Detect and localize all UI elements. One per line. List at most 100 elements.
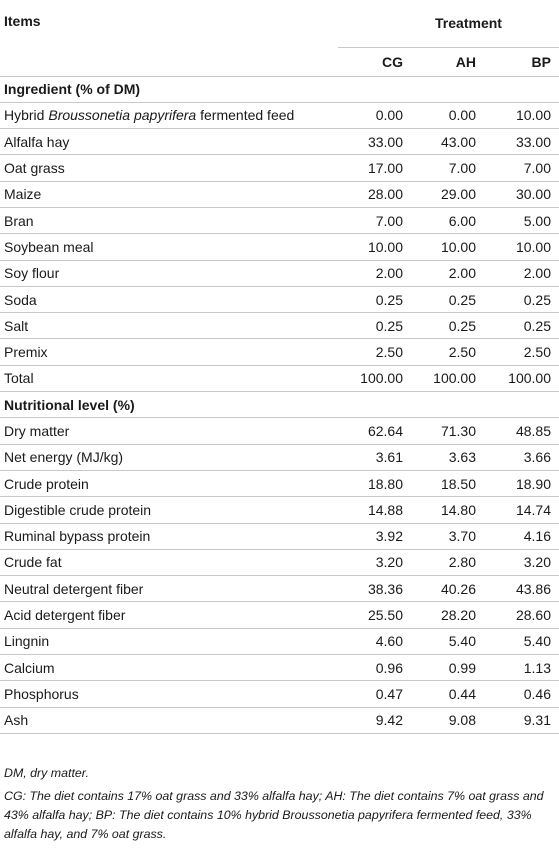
cell-cg: 33.00 <box>338 128 411 156</box>
table-row: Hybrid Broussonetia papyrifera fermented… <box>0 102 559 130</box>
cell-cg: 2.00 <box>338 260 411 287</box>
cell-bp: 30.00 <box>484 181 559 208</box>
table-row: Soda 0.25 0.25 0.25 <box>0 286 559 314</box>
cell-bp: 7.00 <box>484 154 559 182</box>
cell-ah: 9.08 <box>411 707 484 734</box>
cell-ah: 3.63 <box>411 444 484 471</box>
table-row: Calcium 0.96 0.99 1.13 <box>0 654 559 682</box>
row-label: Total <box>0 365 338 393</box>
table-header-row: Items Treatment <box>0 0 559 48</box>
footnote-group-definitions: CG: The diet contains 17% oat grass and … <box>4 787 552 844</box>
cell-cg: 0.25 <box>338 286 411 314</box>
cell-bp: 10.00 <box>484 102 559 130</box>
table-row: Digestible crude protein 14.88 14.80 14.74 <box>0 496 559 524</box>
cell-ah: 0.25 <box>411 286 484 314</box>
cell-ah: 10.00 <box>411 233 484 261</box>
cell-bp: 18.90 <box>484 470 559 498</box>
cell-ah: 14.80 <box>411 496 484 524</box>
treatment-column-header: Treatment <box>338 0 559 48</box>
cell-cg: 0.00 <box>338 102 411 130</box>
cell-bp: 9.31 <box>484 707 559 734</box>
cell-ah: 0.00 <box>411 102 484 130</box>
table-row: Neutral detergent fiber 38.36 40.26 43.86 <box>0 575 559 603</box>
cell-bp: 0.25 <box>484 312 559 340</box>
cell-bp: 0.46 <box>484 680 559 708</box>
cell-bp: 3.20 <box>484 549 559 577</box>
table-row: Premix 2.50 2.50 2.50 <box>0 338 559 366</box>
group-header-spacer <box>0 47 338 77</box>
footnote-groups-pre: CG: The diet contains 17% oat grass and … <box>4 789 544 822</box>
cell-ah: 100.00 <box>411 365 484 393</box>
row-label-post: fermented feed <box>196 107 295 124</box>
cell-ah: 7.00 <box>411 154 484 182</box>
cell-cg: 2.50 <box>338 338 411 366</box>
cell-bp: 2.00 <box>484 260 559 287</box>
cell-bp: 5.40 <box>484 628 559 656</box>
section-header-row: Ingredient (% of DM) <box>0 76 559 103</box>
cell-cg: 0.96 <box>338 654 411 682</box>
cell-ah: 0.99 <box>411 654 484 682</box>
row-label: Ash <box>0 707 338 734</box>
table-row: Soy flour 2.00 2.00 2.00 <box>0 260 559 287</box>
row-label: Crude fat <box>0 549 338 577</box>
row-label: Acid detergent fiber <box>0 601 338 629</box>
row-label: Net energy (MJ/kg) <box>0 444 338 471</box>
table-row: Crude protein 18.80 18.50 18.90 <box>0 470 559 498</box>
row-label: Salt <box>0 312 338 340</box>
section-title: Nutritional level (%) <box>0 391 559 419</box>
cell-cg: 62.64 <box>338 417 411 445</box>
table-row: Total 100.00 100.00 100.00 <box>0 365 559 393</box>
cell-bp: 5.00 <box>484 207 559 235</box>
cell-cg: 3.61 <box>338 444 411 471</box>
row-label: Dry matter <box>0 417 338 445</box>
row-label: Ruminal bypass protein <box>0 523 338 550</box>
row-label: Bran <box>0 207 338 235</box>
table-row: Net energy (MJ/kg) 3.61 3.63 3.66 <box>0 444 559 471</box>
cell-ah: 2.00 <box>411 260 484 287</box>
table-row: Dry matter 62.64 71.30 48.85 <box>0 417 559 445</box>
cell-bp: 33.00 <box>484 128 559 156</box>
cell-cg: 17.00 <box>338 154 411 182</box>
diet-composition-table: Items Treatment CG AH BP Ingredient (% o… <box>0 0 559 734</box>
cell-bp: 10.00 <box>484 233 559 261</box>
row-label: Calcium <box>0 654 338 682</box>
table-row: Ash 9.42 9.08 9.31 <box>0 707 559 734</box>
cell-bp: 0.25 <box>484 286 559 314</box>
table-row: Phosphorus 0.47 0.44 0.46 <box>0 680 559 708</box>
cell-bp: 43.86 <box>484 575 559 603</box>
row-label: Lingnin <box>0 628 338 656</box>
cell-bp: 48.85 <box>484 417 559 445</box>
cell-ah: 3.70 <box>411 523 484 550</box>
cell-cg: 3.20 <box>338 549 411 577</box>
row-label: Alfalfa hay <box>0 128 338 156</box>
cell-ah: 43.00 <box>411 128 484 156</box>
row-label: Phosphorus <box>0 680 338 708</box>
group-header-bp: BP <box>484 47 559 77</box>
cell-cg: 18.80 <box>338 470 411 498</box>
cell-cg: 0.25 <box>338 312 411 340</box>
cell-ah: 2.80 <box>411 549 484 577</box>
table-row: Salt 0.25 0.25 0.25 <box>0 312 559 340</box>
footnote-groups-species: Broussonetia papyrifera <box>282 808 414 822</box>
cell-bp: 4.16 <box>484 523 559 550</box>
row-label-species: Broussonetia papyrifera <box>48 107 197 124</box>
cell-ah: 6.00 <box>411 207 484 235</box>
cell-cg: 100.00 <box>338 365 411 393</box>
table-row: Ruminal bypass protein 3.92 3.70 4.16 <box>0 523 559 550</box>
table-row: Alfalfa hay 33.00 43.00 33.00 <box>0 128 559 156</box>
row-label: Hybrid Broussonetia papyrifera fermented… <box>0 102 338 130</box>
cell-cg: 4.60 <box>338 628 411 656</box>
cell-bp: 3.66 <box>484 444 559 471</box>
footnote-groups-post: fermented feed, 33% alfalfa hay, and 7% … <box>4 808 532 841</box>
cell-ah: 71.30 <box>411 417 484 445</box>
cell-cg: 9.42 <box>338 707 411 734</box>
cell-cg: 0.47 <box>338 680 411 708</box>
table-row: Bran 7.00 6.00 5.00 <box>0 207 559 235</box>
row-label-pre: Hybrid <box>4 107 49 124</box>
row-label: Digestible crude protein <box>0 496 338 524</box>
items-column-header: Items <box>0 0 338 48</box>
section-title: Ingredient (% of DM) <box>0 76 559 103</box>
footnote-abbreviation: DM, dry matter. <box>4 766 89 780</box>
cell-bp: 2.50 <box>484 338 559 366</box>
